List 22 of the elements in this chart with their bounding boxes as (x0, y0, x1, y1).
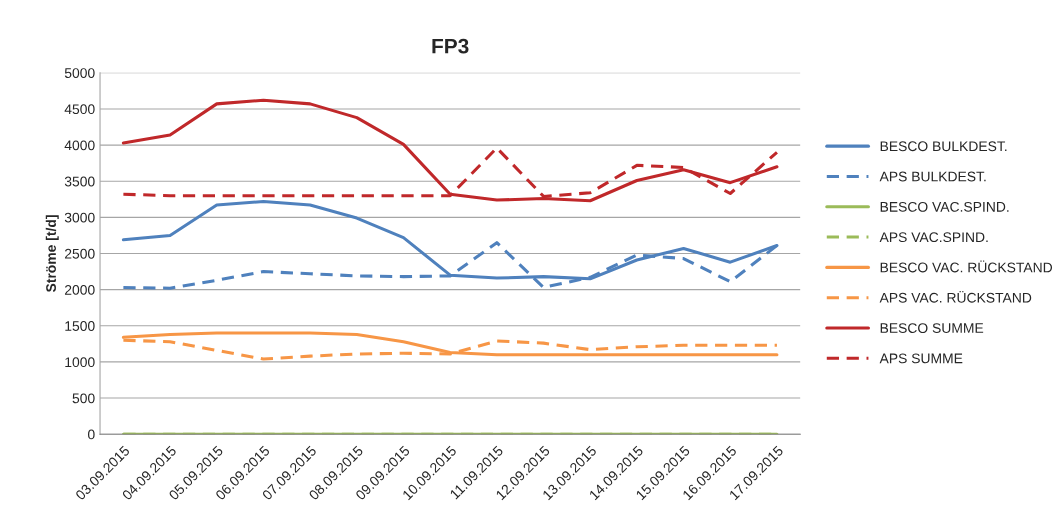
legend-label: APS BULKDEST. (879, 171, 986, 182)
y-tick-label: 4000 (64, 140, 95, 151)
legend-label: APS SUMME (879, 353, 963, 364)
legend-label: APS VAC.SPIND. (879, 232, 988, 243)
legend-label: BESCO BULKDEST. (880, 141, 1007, 152)
y-tick-label: 4500 (64, 104, 95, 115)
chart-title: FP3 (432, 38, 469, 54)
y-tick-label: 1500 (65, 321, 95, 331)
y-tick-label: 1000 (65, 357, 95, 368)
y-tick-label: 500 (72, 393, 95, 404)
legend-label: APS VAC. RÜCKSTAND (879, 290, 1032, 303)
y-tick-label: 3500 (64, 176, 95, 187)
legend-label: BESCO VAC. RÜCKSTAND (880, 260, 1053, 273)
legend-label: BESCO SUMME (880, 323, 984, 333)
y-tick-label: 2500 (64, 248, 95, 259)
legend-label: BESCO VAC.SPIND. (880, 201, 1009, 212)
y-tick-label: 0 (87, 429, 95, 440)
y-tick-label: 5000 (64, 68, 95, 78)
y-axis-title: Ströme [t/d] (45, 215, 59, 293)
line-series (121, 98, 779, 203)
y-tick-label: 2000 (64, 284, 95, 295)
y-tick-label: 3000 (64, 212, 95, 223)
